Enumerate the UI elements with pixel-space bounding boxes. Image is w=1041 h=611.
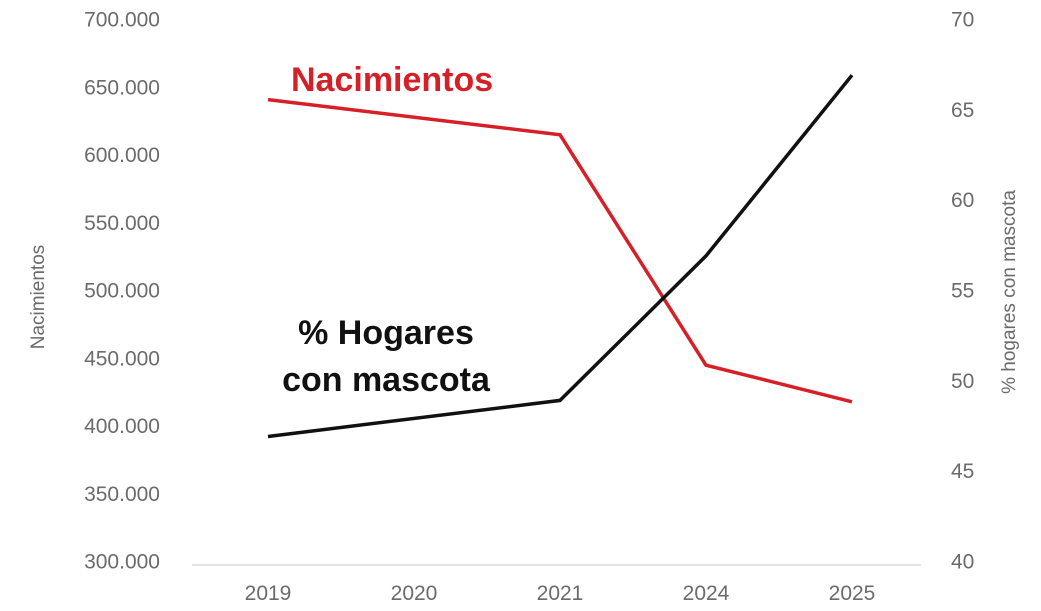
right-y-tick-label: 40	[951, 551, 974, 574]
x-tick-label: 2019	[245, 582, 292, 605]
x-tick-label: 2021	[537, 582, 584, 605]
series-label-pets: con mascota	[282, 361, 491, 399]
left-y-axis: 700.000 650.000 600.000 550.000 500.000 450.0…	[84, 9, 160, 574]
left-y-tick-label: 450.000	[84, 347, 160, 370]
left-y-tick-label: 350.000	[84, 483, 160, 506]
series-lines	[267, 74, 854, 439]
left-axis-title: Nacimientos	[28, 245, 49, 350]
series-label-births: Nacimientos	[291, 61, 493, 99]
series-labels: Nacimientos % Hogares con mascota	[282, 61, 493, 399]
series-line-pets	[267, 74, 854, 439]
series-label-pets: % Hogares	[298, 314, 474, 352]
right-y-tick-label: 70	[951, 9, 974, 32]
right-y-tick-label: 65	[951, 99, 974, 122]
left-y-tick-label: 300.000	[84, 551, 160, 574]
left-y-tick-label: 400.000	[84, 415, 160, 438]
left-y-tick-label: 650.000	[84, 76, 160, 99]
left-y-tick-label: 700.000	[84, 9, 160, 32]
right-y-tick-label: 60	[951, 189, 974, 212]
series-line-births	[267, 97, 853, 404]
x-tick-label: 2020	[391, 582, 438, 605]
right-y-tick-label: 50	[951, 370, 974, 393]
left-y-tick-label: 500.000	[84, 280, 160, 303]
x-axis: 2019 2020 2021 2024 2025	[192, 564, 921, 605]
right-y-tick-label: 45	[951, 460, 974, 483]
left-y-tick-label: 600.000	[84, 144, 160, 167]
left-y-tick-label: 550.000	[84, 212, 160, 235]
x-tick-label: 2025	[829, 582, 876, 605]
right-y-axis: 70 65 60 55 50 45 40	[951, 9, 974, 574]
right-axis-title: % hogares con mascota	[999, 190, 1020, 394]
right-y-tick-label: 55	[951, 280, 974, 303]
x-tick-label: 2024	[683, 582, 730, 605]
